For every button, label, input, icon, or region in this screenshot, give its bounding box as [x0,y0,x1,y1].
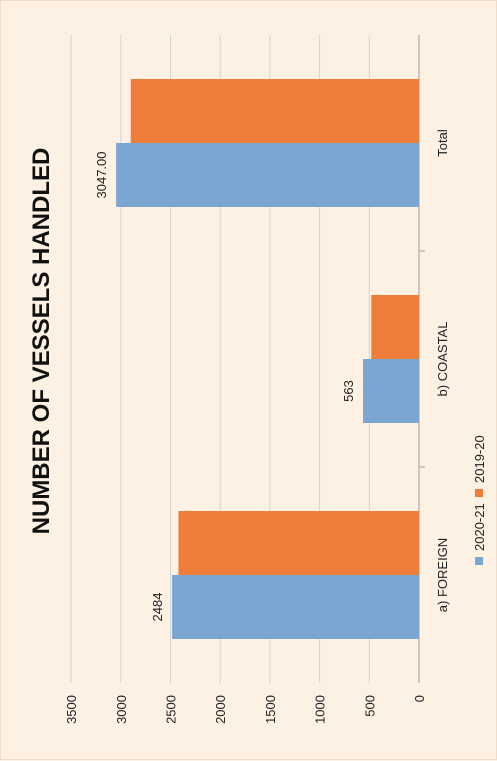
value-tick-3500: 3500 [64,695,79,724]
plot-area: 2484 563 3047.00 0 500 1000 1500 2000 2500 3000 3… [64,35,450,724]
bar-2019-20-1 [178,511,419,575]
category-label-2: b) COASTAL [435,322,450,397]
chart-title: NUMBER OF VESSELS HANDLED [28,148,55,535]
bar-2019-20-3 [130,79,420,143]
legend-swatch-2020-21 [475,557,483,565]
value-tick-1500: 1500 [263,695,278,724]
legend: 2020-21 2019-20 [472,435,487,565]
bar-2020-21-3 [116,143,419,207]
bar-2020-21-1 [172,575,419,639]
data-labels: 2484 563 3047.00 [94,152,356,622]
value-tick-3000: 3000 [114,695,129,724]
value-tick-1000: 1000 [313,695,328,724]
value-axis-tick-labels: 0 500 1000 1500 2000 2500 3000 3500 [64,695,427,724]
value-tick-500: 500 [362,695,377,717]
legend-label-2019-20: 2019-20 [472,435,487,483]
value-tick-0: 0 [412,695,427,702]
value-tick-2000: 2000 [213,695,228,724]
bars [116,79,420,639]
bar-2019-20-2 [371,295,419,359]
category-axis-ticks [419,250,425,468]
category-labels: a) FOREIGN b) COASTAL Total [435,129,450,612]
data-label-2020-21-3: 3047.00 [94,152,109,199]
bar-2020-21-2 [363,359,419,423]
value-tick-2500: 2500 [164,695,179,724]
legend-swatch-2019-20 [475,489,483,497]
category-label-3: Total [435,129,450,157]
legend-label-2020-21: 2020-21 [472,503,487,551]
data-label-2020-21-2: 563 [341,380,356,402]
category-label-1: a) FOREIGN [435,538,450,612]
data-label-2020-21-1: 2484 [150,593,165,622]
